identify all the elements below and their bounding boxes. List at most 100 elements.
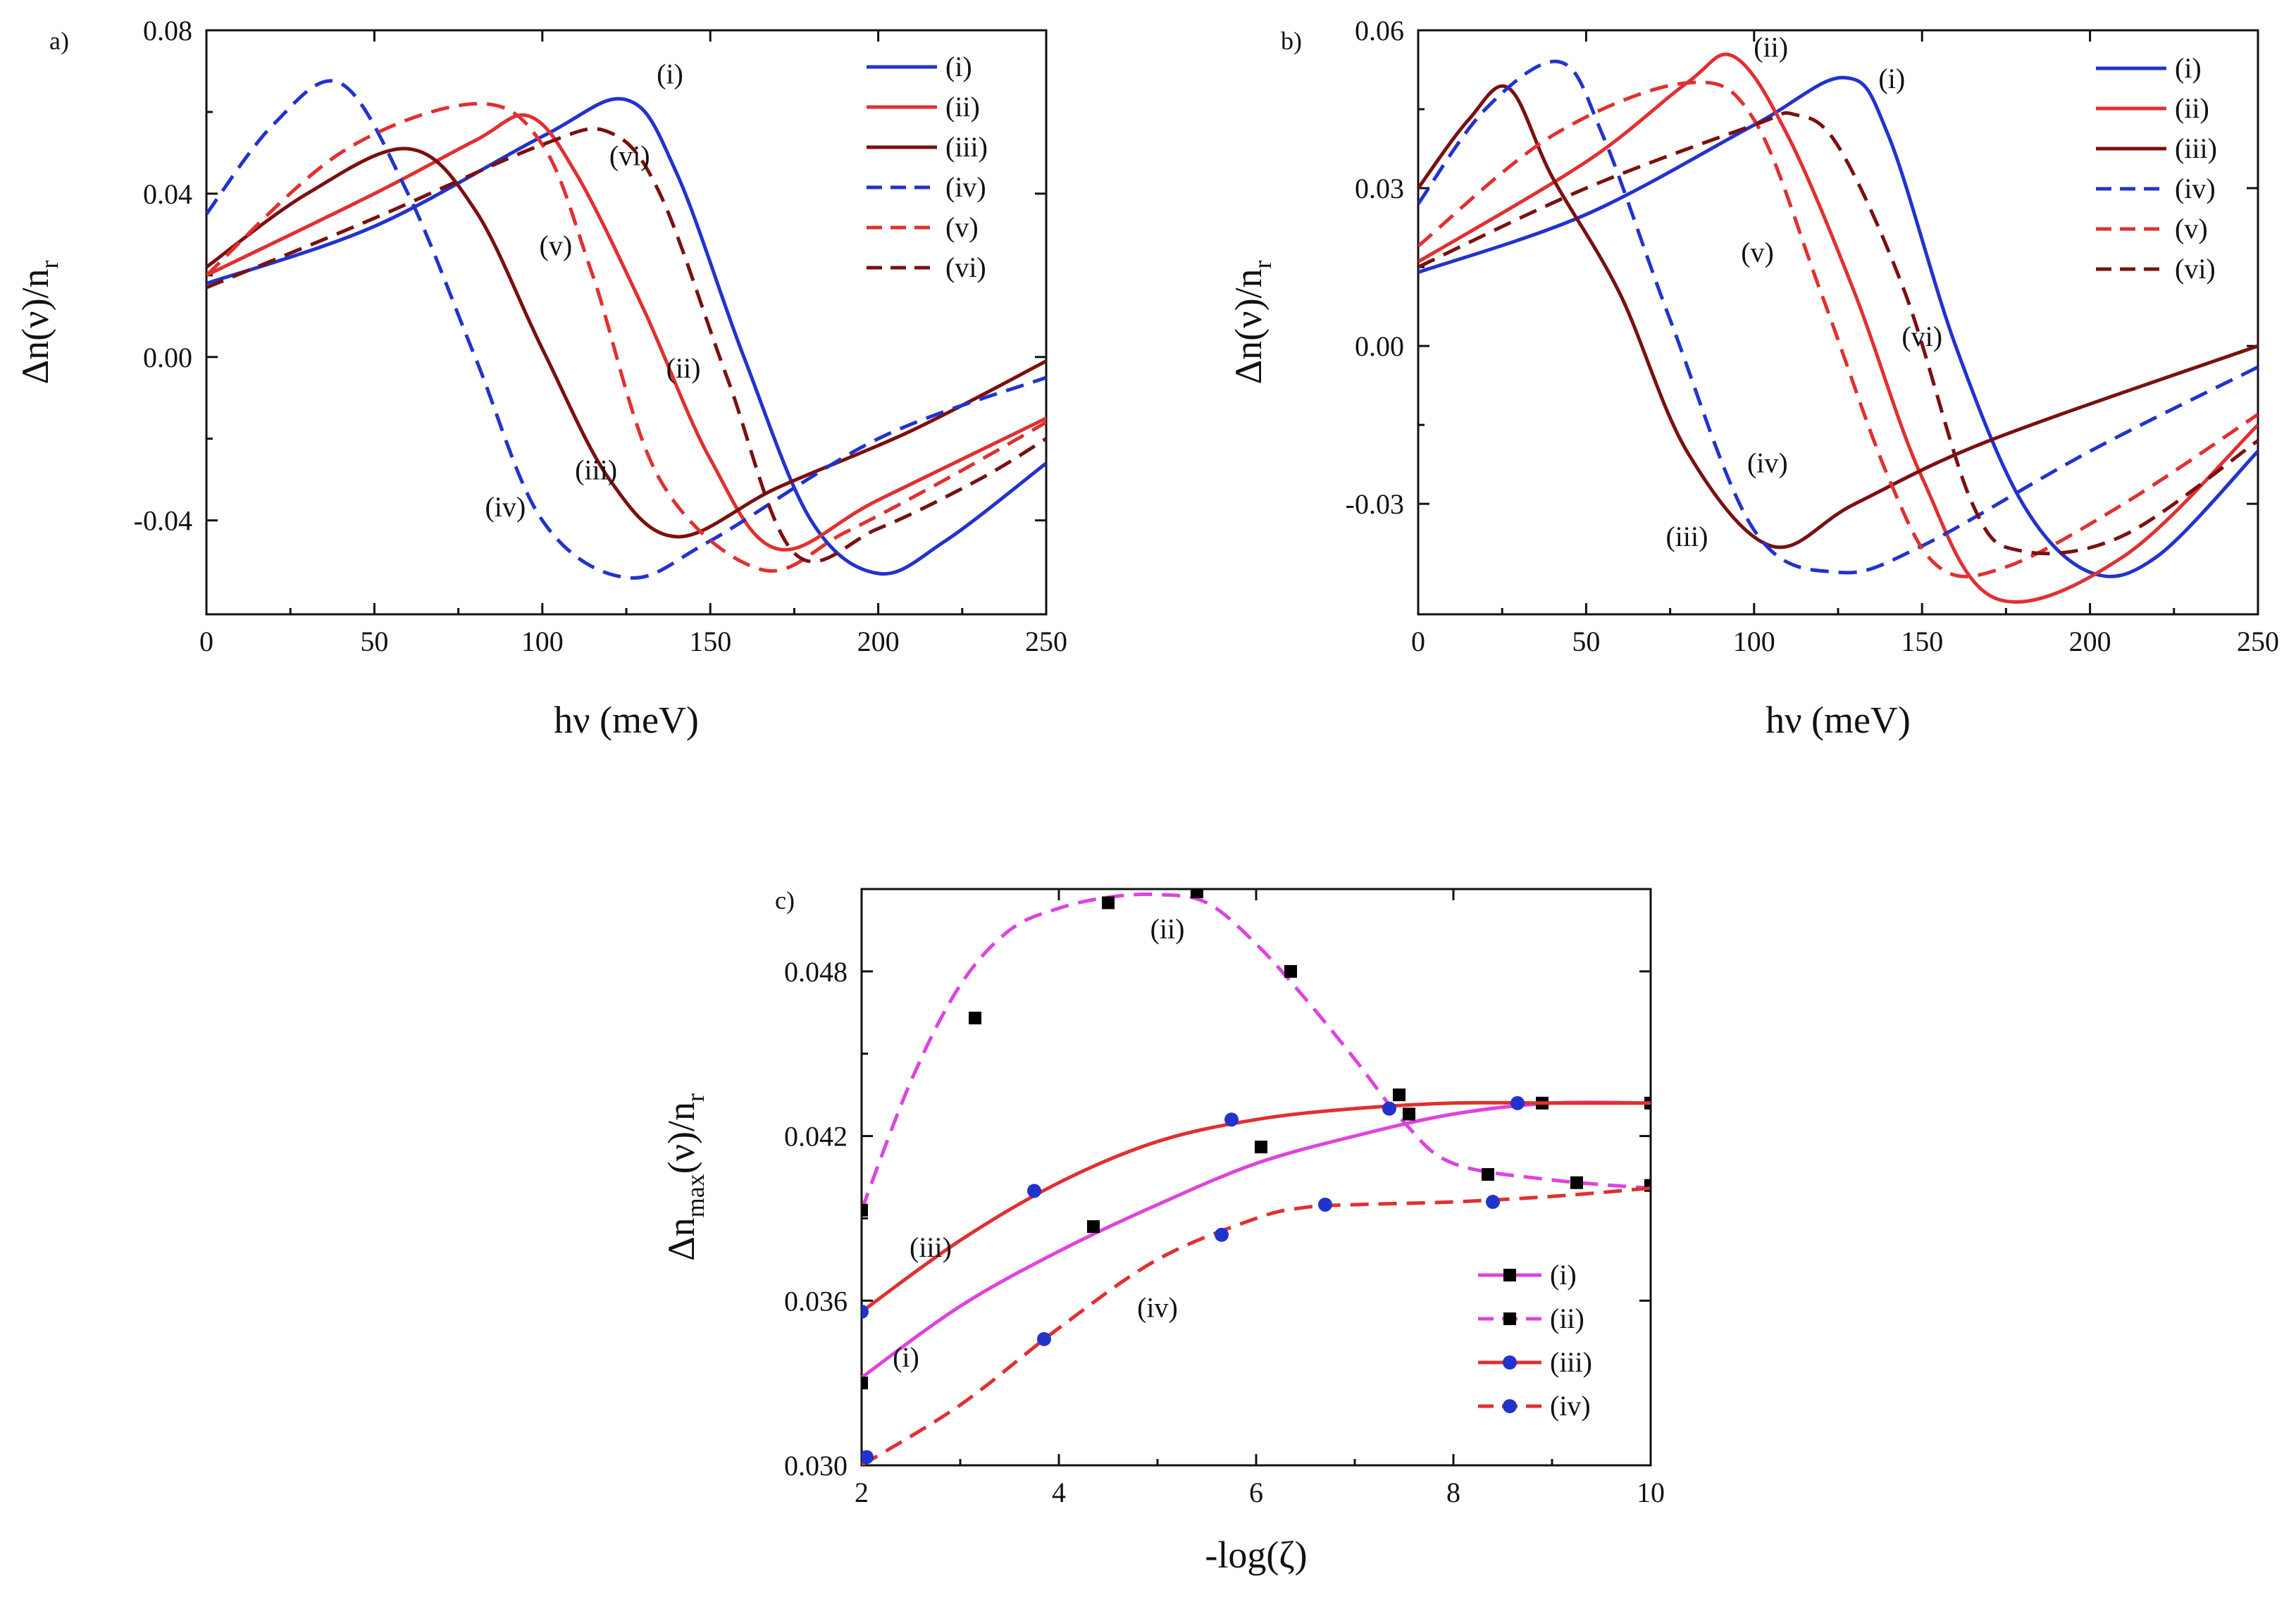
panel-a: 0 50 100 150 200 250 -0.04 0.00 0.04 0.08 a) hν (me…	[14, 15, 1067, 741]
legend-label: (iii)	[945, 131, 988, 163]
curve-annotation: (i)	[893, 1341, 919, 1373]
x-tick-label: 50	[360, 626, 388, 657]
legend-label: (i)	[945, 51, 972, 82]
y-tick-label: 0.036	[784, 1285, 848, 1317]
y-tick-label: 0.08	[143, 15, 192, 46]
plot-area	[862, 889, 1651, 1465]
y-axis-title-main: Δn(ν)/n	[1227, 268, 1270, 384]
legend-label: (ii)	[1550, 1303, 1584, 1334]
panel-label: b)	[1281, 27, 1302, 55]
y-tick-label: 0.048	[784, 956, 848, 988]
data-point	[1284, 964, 1297, 978]
data-point	[1403, 1107, 1415, 1121]
curve-annotation: (ii)	[1754, 31, 1788, 63]
data-point	[1570, 1176, 1583, 1189]
x-axis-title: -log(ζ)	[1205, 1534, 1307, 1576]
x-tick-label: 200	[857, 626, 900, 657]
y-tick-label: 0.030	[784, 1450, 848, 1482]
y-axis-title-sub: r	[35, 260, 63, 268]
series-line-6	[206, 127, 1046, 564]
legend-label: (iv)	[945, 171, 986, 203]
legend-label: (vi)	[945, 252, 986, 283]
x-axis-title: hν (meV)	[1766, 699, 1911, 741]
data-point	[1037, 1331, 1051, 1346]
plot-area	[206, 79, 1046, 580]
curve-annotation: (ii)	[666, 352, 701, 384]
y-axis-title-main: Δn	[660, 1217, 702, 1261]
plot-area	[1418, 52, 2258, 604]
x-tick-label: 200	[2069, 626, 2111, 657]
legend-marker	[1503, 1269, 1516, 1281]
series-line-6	[1418, 111, 2258, 556]
curve-annotation: (iv)	[1747, 447, 1788, 478]
y-tick-label: 0.00	[1355, 330, 1404, 362]
data-point	[1191, 889, 1203, 898]
data-point	[1393, 1088, 1405, 1102]
panel-c: 2 4 6 8 10 0.030 0.036 0.042 0.048 c) -log(ζ) Δnmax…	[660, 886, 1665, 1576]
x-tick-label: 50	[1572, 626, 1600, 657]
x-tick-label: 4	[1052, 1477, 1066, 1508]
y-tick-label: 0.04	[143, 178, 192, 210]
series-line-1	[1418, 75, 2258, 578]
data-point	[1510, 1095, 1525, 1110]
y-axis-title-main: Δn(ν)/n	[14, 268, 56, 384]
series-line-5	[1418, 80, 2258, 578]
curve-annotation: (iv)	[485, 491, 526, 523]
y-axis-title: Δnmax(ν)/nr	[660, 1093, 709, 1261]
y-tick-label: 0.042	[784, 1121, 848, 1153]
data-point	[969, 1012, 981, 1025]
x-tick-label: 0	[1411, 626, 1425, 657]
legend-marker	[1503, 1355, 1517, 1370]
x-tick-label: 2	[855, 1477, 869, 1508]
curve-annotation: (ii)	[1150, 913, 1185, 945]
y-axis-title: Δn(ν)/nr	[14, 260, 63, 384]
y-axis-title: Δn(ν)/nr	[1227, 260, 1277, 384]
series-line-3	[206, 147, 1046, 539]
x-tick-label: 6	[1249, 1477, 1263, 1508]
y-axis-title-rest: (ν)/n	[660, 1102, 702, 1174]
series-line-4	[206, 79, 1046, 580]
panel-label: a)	[49, 27, 69, 55]
curve-annotation: (i)	[657, 58, 683, 89]
y-tick-label: -0.03	[1346, 488, 1404, 520]
series-line-2	[206, 113, 1046, 552]
y-tick-label: 0.00	[143, 342, 192, 373]
legend-marker	[1503, 1312, 1516, 1325]
y-tick-label: -0.04	[134, 505, 192, 537]
curve-annotation: (v)	[1741, 237, 1774, 268]
data-point	[1102, 896, 1115, 909]
data-point	[1255, 1141, 1267, 1154]
series-line-3	[862, 1100, 1651, 1313]
x-tick-label: 150	[689, 626, 731, 657]
data-point	[1318, 1197, 1332, 1212]
x-tick-label: 100	[521, 626, 564, 657]
curve-annotation: (iii)	[910, 1231, 952, 1263]
legend-label: (ii)	[945, 91, 980, 123]
data-point	[862, 1304, 869, 1319]
series-line-2	[862, 892, 1651, 1211]
data-point	[1027, 1184, 1041, 1198]
plot-frame	[1417, 29, 2259, 616]
legend-label: (v)	[2175, 213, 2208, 244]
series-line-1	[206, 97, 1046, 576]
legend-label: (vi)	[2175, 253, 2216, 285]
data-point	[862, 1203, 868, 1217]
data-point	[862, 1450, 874, 1465]
curve-annotation: (vi)	[1901, 321, 1942, 352]
y-axis-title-sub2: r	[681, 1093, 709, 1102]
x-tick-label: 10	[1637, 1477, 1665, 1508]
legend-label: (ii)	[2175, 92, 2209, 124]
legend-label: (iii)	[1550, 1346, 1592, 1378]
curve-annotation: (vi)	[609, 139, 650, 171]
data-point	[1486, 1195, 1500, 1210]
legend-label: (v)	[945, 211, 979, 243]
plot-frame	[205, 29, 1048, 616]
legend-label: (iv)	[1550, 1390, 1591, 1422]
data-point	[1382, 1101, 1396, 1116]
data-point	[1644, 1179, 1651, 1192]
legend-label: (i)	[2175, 52, 2202, 84]
data-point	[862, 1377, 868, 1390]
data-point	[1224, 1112, 1239, 1127]
